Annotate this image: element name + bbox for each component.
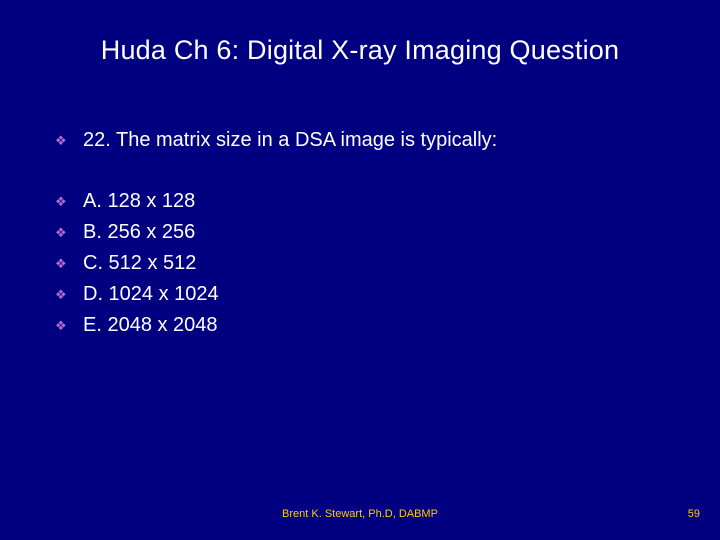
spacer [55,156,655,186]
slide-title: Huda Ch 6: Digital X-ray Imaging Questio… [0,35,720,66]
footer-author: Brent K. Stewart, Ph.D, DABMP [0,508,720,520]
option-d-text: D. 1024 x 1024 [83,279,655,309]
option-line: ❖ C. 512 x 512 [55,248,655,279]
option-e-text: E. 2048 x 2048 [83,310,655,340]
option-line: ❖ D. 1024 x 1024 [55,279,655,310]
option-c-text: C. 512 x 512 [83,248,655,278]
slide-content: ❖ 22. The matrix size in a DSA image is … [55,125,655,341]
diamond-bullet-icon: ❖ [55,217,83,248]
option-line: ❖ E. 2048 x 2048 [55,310,655,341]
option-line: ❖ B. 256 x 256 [55,217,655,248]
diamond-bullet-icon: ❖ [55,125,83,156]
diamond-bullet-icon: ❖ [55,310,83,341]
question-line: ❖ 22. The matrix size in a DSA image is … [55,125,655,156]
option-b-text: B. 256 x 256 [83,217,655,247]
page-number: 59 [688,508,700,520]
question-text: 22. The matrix size in a DSA image is ty… [83,125,655,155]
diamond-bullet-icon: ❖ [55,248,83,279]
slide: Huda Ch 6: Digital X-ray Imaging Questio… [0,0,720,540]
diamond-bullet-icon: ❖ [55,186,83,217]
option-a-text: A. 128 x 128 [83,186,655,216]
diamond-bullet-icon: ❖ [55,279,83,310]
option-line: ❖ A. 128 x 128 [55,186,655,217]
